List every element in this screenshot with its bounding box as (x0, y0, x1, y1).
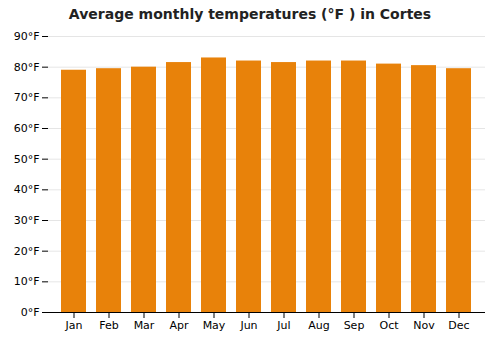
svg-text:Aug: Aug (308, 319, 329, 332)
svg-text:60°F: 60°F (14, 122, 40, 135)
svg-text:Jan: Jan (65, 319, 83, 332)
html-text:Average monthly temperatures (: Average monthly temperatures (°F ) in Co… (68, 6, 432, 22)
svg-text:40°F: 40°F (14, 183, 40, 196)
svg-text:Jun: Jun (239, 319, 257, 332)
svg-text:20°F: 20°F (14, 245, 40, 258)
svg-text:10°F: 10°F (14, 275, 40, 288)
svg-text:Apr: Apr (169, 319, 189, 332)
svg-text:May: May (203, 319, 226, 332)
svg-text:Mar: Mar (134, 319, 155, 332)
svg-text:50°F: 50°F (14, 153, 40, 166)
svg-text:Dec: Dec (448, 319, 469, 332)
svg-text:0°F: 0°F (21, 306, 40, 319)
svg-text:Feb: Feb (99, 319, 118, 332)
svg-text:70°F: 70°F (14, 91, 40, 104)
svg-text:Jul: Jul (276, 319, 290, 332)
svg-text:80°F: 80°F (14, 61, 40, 74)
svg-text:Sep: Sep (344, 319, 365, 332)
svg-text:30°F: 30°F (14, 214, 40, 227)
svg-text:Oct: Oct (379, 319, 399, 332)
svg-text:Nov: Nov (413, 319, 435, 332)
svg-text:90°F: 90°F (14, 30, 40, 43)
